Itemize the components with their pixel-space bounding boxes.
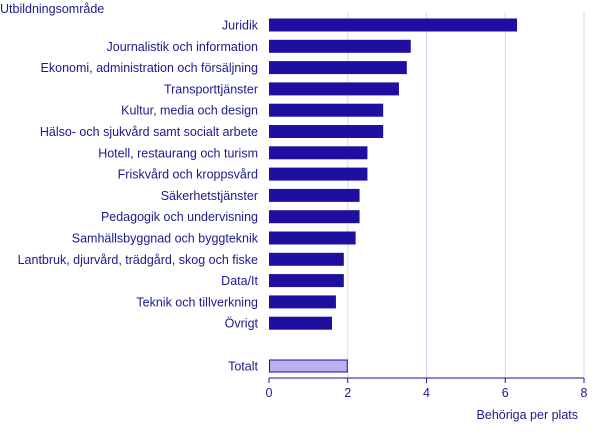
bar: [269, 295, 336, 309]
category-label: Säkerhetstjänster: [161, 189, 258, 203]
bar: [269, 252, 344, 266]
bar: [269, 231, 356, 245]
x-tick-label: 4: [423, 386, 430, 400]
category-label: Journalistik och information: [107, 40, 259, 54]
category-label: Hotell, restaurang och turism: [98, 146, 258, 160]
bars: [269, 18, 518, 373]
category-label: Lantbruk, djurvård, trädgård, skog och f…: [18, 253, 258, 267]
x-axis-title: Behöriga per plats: [477, 408, 578, 422]
total-bar: [269, 359, 348, 373]
x-axis: 0 2 4 6 8: [266, 377, 588, 400]
category-label: Juridik: [222, 19, 259, 33]
bar: [269, 103, 384, 117]
x-tick-label: 2: [344, 386, 351, 400]
bar: [269, 82, 399, 96]
bar: [269, 146, 368, 160]
bar: [269, 61, 407, 75]
x-tick-label: 8: [581, 386, 588, 400]
bar: [269, 188, 360, 202]
category-label: Friskvård och kroppsvård: [118, 168, 258, 182]
category-label: Samhällsbyggnad och byggteknik: [72, 232, 259, 246]
bar: [269, 39, 411, 53]
category-label: Pedagogik och undervisning: [101, 210, 258, 224]
category-label: Data/It: [221, 274, 258, 288]
x-tick-label: 0: [266, 386, 273, 400]
bar: [269, 316, 332, 330]
category-label: Transporttjänster: [164, 82, 258, 96]
y-axis-title: Utbildningsområde: [0, 2, 104, 16]
category-labels: Juridik Journalistik och information Ekono…: [18, 19, 259, 374]
category-label: Kultur, media och design: [121, 104, 258, 118]
category-label: Ekonomi, administration och försäljning: [41, 61, 259, 75]
category-label: Hälso- och sjukvård samt socialt arbete: [40, 125, 258, 139]
bar: [269, 125, 384, 138]
bar: [269, 274, 344, 288]
x-tick-label: 6: [502, 386, 509, 400]
total-label: Totalt: [228, 360, 258, 374]
category-label: Teknik och tillverkning: [136, 295, 258, 309]
bar: [269, 167, 368, 181]
bar: [269, 210, 360, 224]
category-label: Övrigt: [225, 317, 259, 331]
bar: [269, 18, 518, 32]
